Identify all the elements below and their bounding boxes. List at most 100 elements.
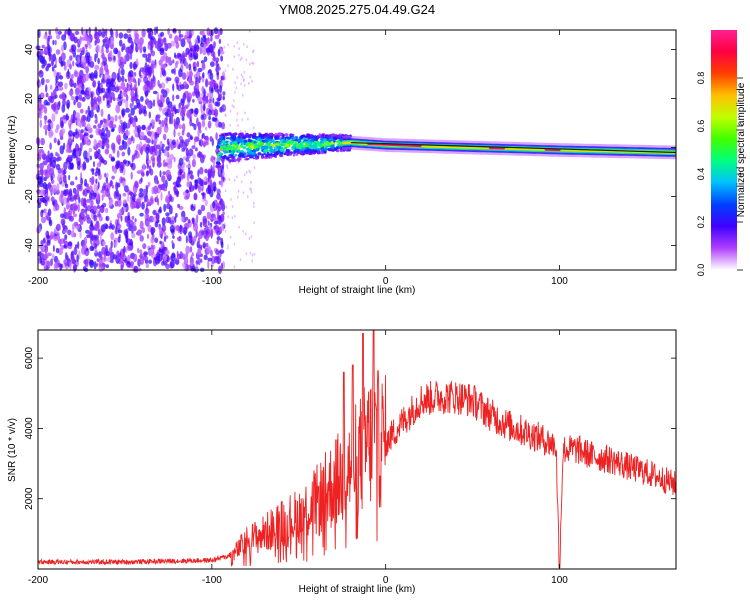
noise-speck: [152, 90, 158, 95]
onset-blob: [294, 139, 299, 142]
snr-series-line: [38, 330, 676, 569]
noise-speck: [52, 53, 56, 62]
noise-speck: [110, 78, 115, 83]
noise-speck: [178, 235, 182, 242]
onset-blob: [311, 144, 316, 149]
noise-speck: [115, 189, 119, 198]
noise-speck: [189, 246, 193, 253]
noise-speck: [55, 75, 58, 84]
noise-speck: [43, 106, 48, 114]
noise-speck: [253, 221, 255, 225]
noise-speck: [197, 151, 202, 159]
x-tick-label: 100: [551, 276, 568, 287]
noise-speck: [205, 47, 210, 53]
noise-speck: [247, 195, 249, 199]
noise-speck: [75, 176, 78, 181]
onset-blob: [257, 152, 262, 156]
noise-speck: [214, 108, 219, 118]
noise-speck: [197, 67, 203, 73]
noise-speck: [146, 101, 151, 109]
noise-speck: [140, 177, 143, 183]
noise-speck: [236, 41, 239, 45]
noise-speck: [94, 249, 98, 254]
noise-speck: [159, 140, 163, 148]
onset-blob: [272, 144, 277, 147]
noise-speck: [160, 94, 163, 99]
noise-speck: [81, 76, 87, 84]
onset-blob: [288, 153, 293, 156]
noise-speck: [140, 146, 144, 156]
noise-speck: [51, 253, 55, 261]
noise-speck: [96, 142, 101, 148]
noise-speck: [99, 206, 104, 213]
noise-speck: [172, 59, 175, 64]
onset-blob: [261, 134, 266, 137]
noise-speck: [46, 37, 50, 47]
onset-blob: [222, 136, 226, 139]
noise-speck: [97, 194, 101, 203]
noise-speck: [82, 243, 88, 250]
noise-speck: [190, 258, 194, 263]
onset-blob: [327, 139, 331, 142]
noise-speck: [55, 163, 61, 170]
noise-speck: [120, 68, 125, 76]
noise-speck: [182, 92, 186, 101]
noise-speck: [92, 192, 97, 198]
noise-speck: [203, 56, 208, 62]
noise-speck: [95, 167, 99, 174]
onset-blob: [274, 146, 278, 149]
onset-blob: [237, 149, 241, 152]
noise-speck: [159, 38, 164, 48]
noise-speck: [72, 187, 77, 194]
noise-speck: [109, 81, 114, 88]
noise-speck: [191, 252, 194, 257]
y-tick-label: -40: [24, 238, 35, 253]
noise-speck: [174, 52, 176, 58]
spectrogram-x-label: Height of straight line (km): [299, 285, 416, 296]
noise-speck: [141, 172, 145, 177]
noise-speck: [194, 38, 199, 45]
noise-speck: [139, 37, 144, 46]
noise-speck: [117, 50, 121, 59]
noise-speck: [61, 92, 66, 101]
noise-speck: [222, 170, 225, 178]
onset-blob: [223, 145, 227, 149]
noise-speck: [207, 220, 210, 226]
noise-speck: [152, 216, 157, 223]
noise-speck: [68, 90, 74, 96]
noise-speck: [185, 164, 191, 169]
noise-speck: [162, 70, 167, 77]
noise-speck: [70, 73, 74, 80]
onset-blob: [300, 141, 304, 144]
noise-speck: [178, 157, 184, 166]
colorbar-bar: [711, 30, 737, 270]
noise-speck: [68, 174, 71, 181]
noise-speck: [188, 63, 192, 71]
onset-blob: [260, 153, 265, 156]
noise-speck: [184, 195, 189, 200]
onset-blob: [219, 136, 223, 140]
noise-speck: [250, 180, 252, 184]
noise-speck: [85, 157, 90, 163]
noise-speck: [135, 98, 141, 105]
onset-blob: [222, 155, 225, 160]
noise-speck: [101, 31, 106, 38]
noise-speck: [139, 255, 145, 265]
noise-speck: [208, 99, 212, 104]
noise-speck: [189, 136, 194, 140]
onset-blob: [274, 148, 279, 151]
onset-blob: [228, 145, 233, 148]
noise-speck: [191, 108, 194, 114]
onset-blob: [274, 132, 278, 136]
noise-speck: [85, 208, 88, 216]
noise-speck: [133, 78, 137, 83]
noise-speck: [97, 57, 100, 65]
noise-speck: [233, 178, 236, 182]
noise-speck: [151, 145, 156, 153]
noise-speck: [147, 159, 152, 164]
noise-speck: [64, 82, 68, 90]
noise-speck: [162, 176, 166, 183]
noise-speck: [185, 147, 189, 157]
noise-speck: [141, 109, 147, 114]
noise-speck: [209, 72, 214, 81]
